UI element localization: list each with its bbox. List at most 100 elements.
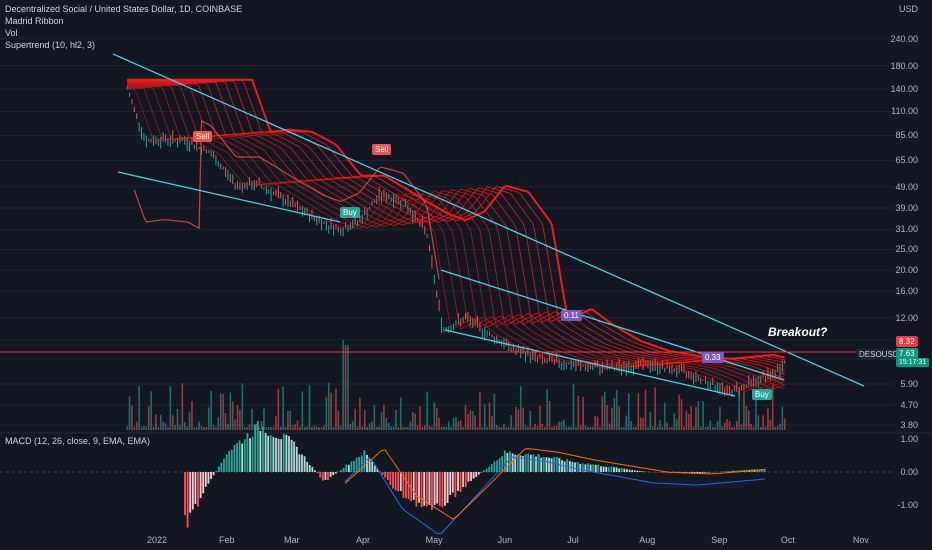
volume-bar	[548, 400, 551, 430]
macd-histogram-bar	[438, 472, 441, 506]
price-tick-label: 39.00	[895, 203, 918, 214]
indicator-vol: Vol	[5, 28, 18, 38]
macd-histogram-bar	[329, 472, 332, 477]
macd-histogram-bar	[605, 467, 608, 472]
currency-label: USD	[898, 4, 918, 14]
volume-bar	[248, 424, 251, 430]
volume-bar	[414, 413, 416, 430]
macd-histogram-bar	[475, 472, 478, 478]
volume-bar	[767, 408, 769, 430]
macd-histogram-bar	[259, 430, 262, 472]
volume-bar	[519, 386, 522, 430]
macd-tick-label: 1.00	[900, 434, 918, 444]
volume-bar	[419, 406, 421, 430]
volume-bar	[337, 411, 340, 430]
macd-histogram-bar	[545, 457, 548, 472]
volume-bar	[649, 411, 652, 430]
volume-bar	[735, 420, 738, 430]
macd-histogram-bar	[467, 472, 470, 482]
volume-bar	[140, 426, 143, 430]
macd-histogram-bar	[217, 466, 220, 472]
macd-histogram-bar	[571, 461, 574, 472]
volume-bar	[128, 396, 131, 430]
volume-bar	[330, 392, 332, 430]
macd-histogram-bar	[636, 470, 639, 472]
macd-histogram-bar	[563, 461, 566, 472]
volume-bar	[447, 421, 450, 430]
volume-bar	[771, 385, 774, 430]
macd-histogram-bar	[415, 472, 418, 507]
macd-histogram-bar	[267, 435, 270, 472]
volume-bar	[668, 426, 671, 430]
volume-bar	[351, 420, 354, 430]
price-tick-label: 240.00	[890, 33, 918, 44]
volume-bar	[390, 426, 392, 430]
volume-bar	[231, 401, 234, 430]
macd-histogram-bar	[392, 472, 394, 489]
macd-histogram-bar	[233, 445, 236, 472]
volume-bar	[692, 426, 695, 430]
volume-bar	[387, 422, 390, 430]
volume-bar	[762, 415, 764, 430]
volume-bar	[481, 426, 484, 430]
volume-bar	[716, 420, 719, 430]
volume-bar	[707, 426, 709, 430]
macd-histogram-bar	[355, 457, 358, 472]
volume-bar	[162, 421, 164, 430]
macd-histogram-bar	[204, 472, 207, 487]
macd-histogram-bar	[613, 467, 615, 472]
macd-histogram-bar	[628, 469, 631, 472]
volume-bar	[781, 406, 784, 430]
volume-bar	[296, 420, 299, 430]
ma-ribbon-line	[127, 84, 785, 389]
macd-histogram-bar	[194, 472, 197, 504]
volume-bar	[661, 426, 664, 430]
volume-bar	[531, 426, 534, 430]
macd-histogram-bar	[191, 472, 194, 510]
volume-bar	[673, 412, 676, 430]
macd-histogram-bar	[493, 461, 496, 472]
macd-histogram-bar	[727, 471, 730, 472]
volume-bar	[176, 408, 179, 430]
macd-histogram-bar	[698, 472, 701, 474]
signal-line	[344, 448, 766, 520]
macd-histogram-bar	[420, 472, 423, 508]
macd-histogram-bar	[277, 438, 280, 472]
volume-bar	[606, 405, 608, 430]
volume-bar	[217, 417, 220, 430]
macd-histogram-bar	[399, 472, 402, 491]
price-tick-label: 25.00	[895, 244, 918, 255]
volume-bar	[591, 426, 594, 430]
macd-histogram-bar	[464, 472, 467, 488]
volume-bar	[738, 390, 740, 430]
volume-bar	[779, 423, 781, 430]
volume-bar	[476, 426, 479, 430]
buy-signal: Buy	[752, 389, 772, 400]
macd-histogram-bar	[423, 472, 426, 506]
volume-bar	[483, 403, 486, 430]
volume-bar	[726, 419, 728, 430]
macd-title: MACD (12, 26, close, 9, EMA, EMA)	[5, 436, 151, 446]
volume-bar	[169, 386, 172, 430]
volume-bar	[747, 410, 750, 430]
volume-bar	[272, 426, 275, 430]
volume-bar	[560, 421, 563, 430]
macd-histogram-bar	[519, 455, 522, 472]
volume-bar	[678, 394, 680, 430]
volume-bar	[572, 383, 575, 430]
volume-bar	[699, 426, 702, 430]
volume-bar	[375, 426, 378, 430]
price-tick-label: 16.00	[895, 286, 918, 297]
volume-bar	[704, 426, 707, 430]
last-price-tag: 7.63	[896, 348, 918, 359]
macd-histogram-bar	[594, 464, 597, 472]
volume-bar	[589, 426, 592, 430]
macd-histogram-bar	[358, 456, 361, 472]
volume-bar	[575, 426, 577, 430]
volume-bar	[263, 408, 265, 430]
macd-histogram-bar	[184, 472, 186, 516]
volume-bar	[594, 415, 596, 430]
volume-bar	[627, 393, 630, 430]
macd-histogram-bar	[246, 433, 249, 472]
